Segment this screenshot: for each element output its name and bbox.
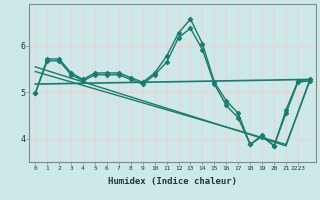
X-axis label: Humidex (Indice chaleur): Humidex (Indice chaleur) xyxy=(108,177,237,186)
